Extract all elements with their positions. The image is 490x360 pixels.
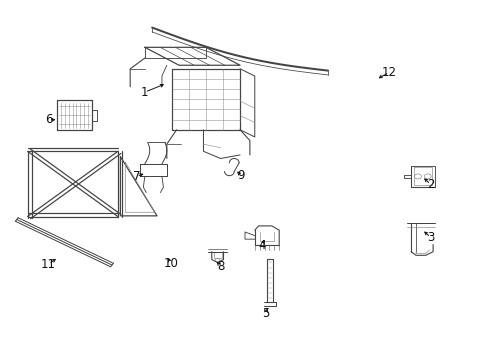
Text: 7: 7 [133,170,140,183]
Text: 10: 10 [163,257,178,270]
Text: 1: 1 [141,86,148,99]
Text: 6: 6 [45,113,52,126]
Text: 3: 3 [427,231,434,244]
Text: 5: 5 [262,307,270,320]
Text: 12: 12 [382,66,396,79]
Text: 4: 4 [258,239,266,252]
Text: 8: 8 [217,260,224,273]
Text: 9: 9 [237,169,245,182]
Text: 11: 11 [41,258,56,271]
Text: 2: 2 [427,178,435,191]
